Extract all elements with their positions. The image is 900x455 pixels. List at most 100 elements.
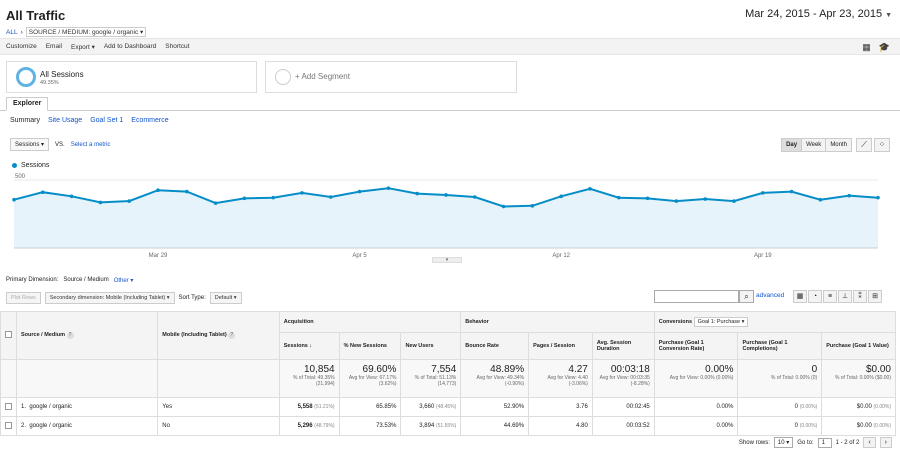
source-link[interactable]: google / organic bbox=[29, 423, 73, 429]
primary-dimension-other[interactable]: Other ▾ bbox=[113, 278, 134, 284]
row-select-cell bbox=[0, 416, 17, 436]
add-segment-card[interactable]: + Add Segment bbox=[265, 61, 517, 93]
toolbar-email[interactable]: Email bbox=[45, 43, 62, 50]
subtab-ecommerce[interactable]: Ecommerce bbox=[131, 117, 169, 124]
help-icon[interactable]: ? bbox=[66, 332, 74, 339]
source-link[interactable]: google / organic bbox=[29, 404, 73, 410]
advanced-filter-link[interactable]: advanced bbox=[756, 292, 785, 299]
row-checkbox[interactable] bbox=[5, 421, 12, 429]
header-avg-duration[interactable]: Avg. Session Duration bbox=[591, 332, 655, 360]
data-point bbox=[357, 189, 362, 194]
pivot-view-icon[interactable]: ⊞ bbox=[868, 290, 882, 303]
primary-dimension-label: Primary Dimension: bbox=[6, 277, 59, 283]
header-new-users[interactable]: New Users bbox=[400, 332, 462, 360]
subtab-goal-set-1[interactable]: Goal Set 1 bbox=[90, 117, 124, 124]
completions-cell: 0 (0.00%) bbox=[737, 397, 823, 417]
data-point bbox=[213, 201, 218, 205]
qr-code-icon[interactable]: ▦ bbox=[862, 42, 871, 52]
term-cloud-icon[interactable]: ⁑ bbox=[853, 290, 867, 303]
chart-legend: Sessions bbox=[12, 162, 49, 169]
mobile-cell: Yes bbox=[157, 397, 280, 417]
x-tick-label: Apr 19 bbox=[754, 253, 772, 259]
total-value: 10,854 bbox=[303, 364, 335, 375]
breadcrumb-all-link[interactable]: ALL bbox=[6, 28, 18, 36]
data-view-icon[interactable]: ▦ bbox=[793, 290, 807, 303]
table-row: 2. google / organic No 5,296 (48.79%) 73… bbox=[0, 416, 896, 436]
header-completions[interactable]: Purchase (Goal 1 Completions) bbox=[737, 332, 823, 360]
select-metric-link[interactable]: Select a metric bbox=[70, 141, 111, 148]
period-toggle: Day Week Month bbox=[781, 138, 852, 152]
next-page-button[interactable]: › bbox=[879, 437, 892, 448]
total-value: $0.00 bbox=[865, 364, 891, 375]
data-point bbox=[473, 195, 477, 199]
period-day-button[interactable]: Day bbox=[782, 139, 802, 151]
period-week-button[interactable]: Week bbox=[801, 139, 825, 151]
report-table: Source / Medium ? Mobile (Including Tabl… bbox=[0, 311, 897, 436]
subtab-site-usage[interactable]: Site Usage bbox=[47, 117, 83, 124]
help-icon[interactable]: ? bbox=[228, 332, 236, 339]
header-value[interactable]: Purchase (Goal 1 Value) bbox=[821, 332, 896, 360]
toolbar-export[interactable]: Export ▾ bbox=[70, 43, 95, 51]
goal-select[interactable]: Goal 1: Purchase ▾ bbox=[693, 317, 749, 327]
toolbar-add-to-dashboard[interactable]: Add to Dashboard bbox=[103, 43, 157, 50]
header-source-medium-label: Source / Medium bbox=[21, 332, 66, 338]
prev-page-button[interactable]: ‹ bbox=[863, 437, 876, 448]
performance-view-icon[interactable]: ≡ bbox=[823, 290, 837, 303]
select-all-cell bbox=[0, 311, 17, 360]
header-conv-rate[interactable]: Purchase (Goal 1 Conversion Rate) bbox=[653, 332, 739, 360]
bounce-cell: 44.69% bbox=[460, 416, 530, 436]
secondary-dimension-select[interactable]: Secondary dimension: Mobile (Including T… bbox=[44, 292, 175, 304]
total-value: 69.60% bbox=[362, 364, 397, 375]
bounce-cell: 52.90% bbox=[460, 397, 530, 417]
plot-rows-button[interactable]: Plot Rows bbox=[6, 292, 41, 304]
segment-all-sessions[interactable]: All Sessions 49.35% bbox=[6, 61, 257, 93]
toolbar-customize[interactable]: Customize bbox=[6, 43, 37, 50]
sort-type-select[interactable]: Default ▾ bbox=[209, 292, 242, 304]
metric-select[interactable]: Sessions ▾ bbox=[10, 138, 50, 151]
header-new-sessions[interactable]: % New Sessions bbox=[338, 332, 402, 360]
total-value: 7,554 bbox=[431, 364, 457, 375]
tab-explorer[interactable]: Explorer bbox=[6, 97, 49, 111]
duration-cell: 00:02:45 bbox=[591, 397, 655, 417]
table-search-input[interactable] bbox=[654, 290, 739, 303]
data-point bbox=[761, 191, 765, 195]
sort-type-label: Sort Type: bbox=[178, 295, 206, 301]
toolbar-shortcut[interactable]: Shortcut bbox=[165, 43, 190, 50]
period-month-button[interactable]: Month bbox=[825, 139, 851, 151]
header-source-medium[interactable]: Source / Medium ? bbox=[15, 311, 159, 360]
row-checkbox[interactable] bbox=[5, 402, 12, 410]
data-point bbox=[501, 204, 506, 209]
subtab-summary[interactable]: Summary bbox=[10, 117, 40, 124]
select-all-checkbox[interactable] bbox=[5, 331, 12, 338]
primary-dimension-bar: Primary Dimension: Source / Medium Other… bbox=[6, 277, 133, 284]
data-point bbox=[876, 195, 880, 200]
header-bounce-rate[interactable]: Bounce Rate bbox=[460, 332, 530, 360]
show-rows-select[interactable]: 10 ▾ bbox=[773, 437, 794, 448]
education-icon[interactable]: 🎓 bbox=[878, 42, 890, 52]
header-sessions[interactable]: Sessions ↓ bbox=[278, 332, 340, 360]
chart-resize-handle[interactable]: ▾ bbox=[432, 257, 462, 263]
data-point bbox=[242, 196, 247, 201]
series-area bbox=[14, 188, 878, 248]
total-sub: Avg for View: 4.40 (-3.06%) bbox=[547, 375, 588, 387]
header-mobile[interactable]: Mobile (Including Tablet) ? bbox=[157, 311, 280, 360]
toolbar-icons: ▦ 🎓 bbox=[862, 42, 890, 53]
breadcrumb-dimension-select[interactable]: SOURCE / MEDIUM: google / organic ▾ bbox=[25, 27, 147, 37]
comparison-view-icon[interactable]: ⊥ bbox=[838, 290, 852, 303]
data-point bbox=[185, 189, 189, 194]
search-icon[interactable]: ⌕ bbox=[739, 290, 754, 303]
motion-chart-icon[interactable]: ⁘ bbox=[874, 138, 890, 152]
group-conversions: Conversions Goal 1: Purchase ▾ bbox=[653, 311, 897, 333]
header-pages-session[interactable]: Pages / Session bbox=[528, 332, 593, 360]
source-cell: 1. google / organic bbox=[15, 397, 159, 417]
percentage-view-icon[interactable]: ◔ bbox=[808, 290, 822, 303]
goto-input[interactable]: 1 bbox=[817, 437, 832, 448]
new-users-pct: (51.55%) bbox=[435, 423, 457, 429]
line-chart-icon[interactable]: ⟋ bbox=[856, 138, 872, 152]
value-cell: $0.00 (0.00%) bbox=[821, 416, 896, 436]
data-point bbox=[156, 188, 160, 192]
breadcrumb-dimension-label: SOURCE / MEDIUM: google / organic bbox=[28, 29, 139, 36]
tab-divider bbox=[0, 110, 900, 111]
completions-cell: 0 (0.00%) bbox=[737, 416, 823, 436]
date-range-picker[interactable]: Mar 24, 2015 - Apr 23, 2015 ▼ bbox=[745, 8, 892, 20]
